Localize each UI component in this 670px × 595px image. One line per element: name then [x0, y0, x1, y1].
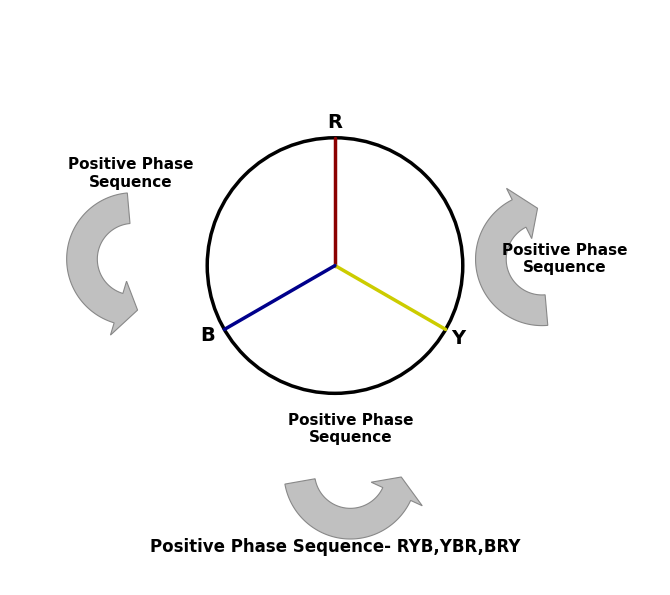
Text: Positive Phase Sequence- RYB,YBR,BRY: Positive Phase Sequence- RYB,YBR,BRY: [150, 538, 520, 556]
Polygon shape: [285, 477, 422, 539]
Text: Positive Phase
Sequence: Positive Phase Sequence: [287, 413, 413, 445]
Polygon shape: [67, 193, 137, 335]
Text: Y: Y: [452, 329, 466, 348]
Polygon shape: [476, 189, 548, 325]
Text: B: B: [200, 326, 215, 345]
Text: R: R: [328, 113, 342, 132]
Text: Positive Phase
Sequence: Positive Phase Sequence: [68, 157, 194, 190]
Text: Positive Phase
Sequence: Positive Phase Sequence: [502, 243, 628, 275]
